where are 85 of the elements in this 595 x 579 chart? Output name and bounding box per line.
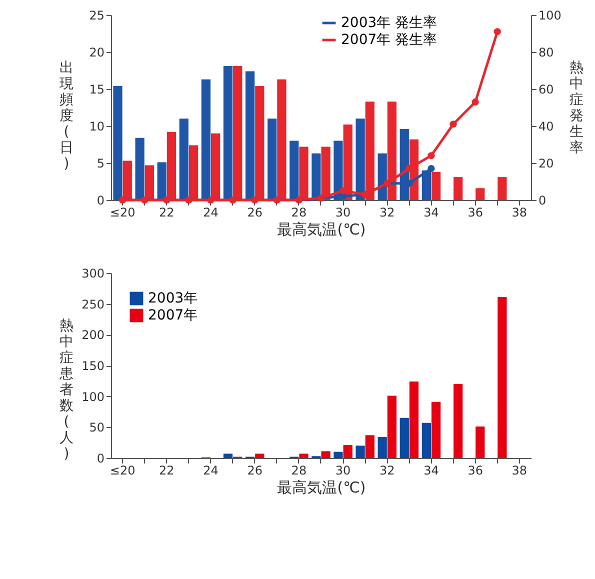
point xyxy=(428,165,435,172)
x-tick-label: 24 xyxy=(203,206,218,220)
y-tick-label: 25 xyxy=(89,8,104,22)
legend-label: 2007年 発生率 xyxy=(341,32,438,48)
bar xyxy=(255,454,264,458)
legend-label: 2003年 発生率 xyxy=(341,15,438,31)
bar xyxy=(476,426,485,458)
bar xyxy=(400,418,409,458)
point xyxy=(428,152,435,160)
y-tick-label: 50 xyxy=(89,420,104,435)
y2-tick-label: 20 xyxy=(538,156,554,170)
bar xyxy=(321,451,330,458)
y-tick-label: 200 xyxy=(82,328,104,342)
x-tick-label: 28 xyxy=(291,464,307,478)
y2-tick-label: 100 xyxy=(538,8,562,22)
y-tick-label: 10 xyxy=(89,120,104,134)
point xyxy=(494,28,501,36)
bar xyxy=(135,138,144,200)
bar xyxy=(290,140,299,200)
x-axis-title: 最高気温(℃) xyxy=(277,478,366,496)
y2-tick-label: 60 xyxy=(538,82,554,96)
x-tick-label: 38 xyxy=(512,206,528,220)
bar xyxy=(179,118,188,200)
bar xyxy=(431,402,441,458)
text: 熱中症患者数(人) xyxy=(60,318,74,462)
x-tick-label: 34 xyxy=(424,464,439,478)
x-tick-label: 36 xyxy=(468,206,483,220)
y2-tick-label: 40 xyxy=(538,120,554,134)
x-tick-label: 34 xyxy=(424,206,439,220)
bar xyxy=(201,79,211,200)
bar xyxy=(245,71,255,200)
bar xyxy=(157,162,166,200)
point xyxy=(450,120,457,128)
x-tick-label: 30 xyxy=(335,464,351,478)
bar xyxy=(498,177,507,200)
bar xyxy=(299,454,308,458)
bar xyxy=(223,454,233,458)
bar xyxy=(454,384,463,458)
x-tick-label: 26 xyxy=(247,206,262,220)
bar xyxy=(476,188,485,200)
bar xyxy=(343,445,352,458)
x-axis-title: 最高気温(℃) xyxy=(277,220,366,238)
y-axis-title: 出現頻度(日) xyxy=(60,60,74,172)
x-tick-label: ≤20 xyxy=(110,464,136,478)
x-tick-label: 26 xyxy=(247,464,262,478)
bar xyxy=(431,172,441,200)
bar xyxy=(422,422,431,458)
x-tick-label: 24 xyxy=(203,464,218,478)
bar xyxy=(223,66,233,200)
x-tick-label: 38 xyxy=(512,464,528,478)
y-tick-label: 150 xyxy=(82,359,104,373)
bar xyxy=(387,396,397,458)
bar xyxy=(365,435,374,458)
x-tick-label: 22 xyxy=(159,464,174,478)
x-tick-label: 28 xyxy=(291,206,307,220)
bar xyxy=(409,382,419,458)
y-tick-label: 100 xyxy=(82,390,104,404)
bar xyxy=(334,452,343,458)
x-tick-label: ≤20 xyxy=(110,206,136,220)
x-tick-label: 30 xyxy=(335,206,351,220)
y2-tick-label: 80 xyxy=(538,46,554,60)
bar xyxy=(378,153,387,200)
legend-label: 2003年 xyxy=(148,290,198,306)
bar xyxy=(312,153,321,200)
y-tick-label: 20 xyxy=(89,46,104,60)
y-tick-label: 0 xyxy=(96,452,104,466)
x-tick-label: 36 xyxy=(468,464,483,478)
bar xyxy=(378,437,387,458)
bar xyxy=(356,446,365,458)
y-tick-label: 300 xyxy=(82,266,104,280)
x-tick-label: 22 xyxy=(159,206,174,220)
y-tick-label: 15 xyxy=(89,82,104,96)
x-tick-label: 32 xyxy=(380,464,395,478)
x-tick-label: 32 xyxy=(380,206,395,220)
y-tick-label: 0 xyxy=(96,194,104,208)
bar xyxy=(498,297,507,458)
y2-tick-label: 0 xyxy=(538,194,546,208)
bar xyxy=(113,86,122,200)
y-tick-label: 5 xyxy=(96,156,104,170)
bar xyxy=(454,177,463,200)
y-tick-label: 250 xyxy=(82,297,104,312)
y2-axis-title: 熱中症発生率 xyxy=(570,60,584,156)
legend-label: 2007年 xyxy=(148,308,198,324)
point xyxy=(472,98,479,106)
bar xyxy=(268,118,277,200)
